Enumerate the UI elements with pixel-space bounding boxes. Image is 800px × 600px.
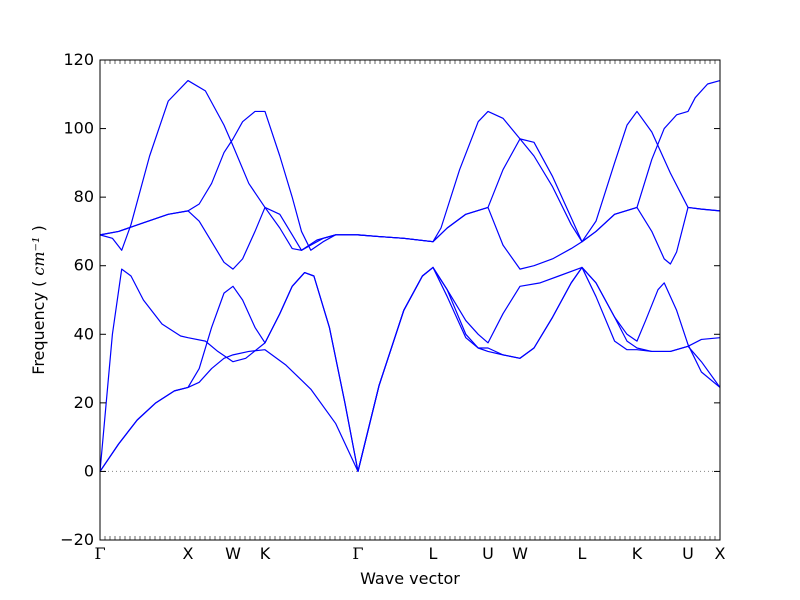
y-axis-label-text: Frequency: [29, 292, 48, 375]
plot-frame: [99, 59, 721, 541]
x-tick-label: X: [182, 544, 193, 563]
band-line-5: [99, 79, 721, 251]
y-tick-label: 120: [63, 50, 94, 69]
y-axis-label-unit: cm⁻¹: [29, 237, 48, 276]
x-axis-label: Wave vector: [360, 569, 460, 588]
band-line-3: [99, 266, 721, 473]
y-tick-labels: −20 0 20 40 60 80 100 120: [60, 50, 94, 549]
tick-marks: [99, 59, 721, 541]
plot-lines: [99, 79, 721, 473]
band-line-4: [99, 79, 721, 251]
y-tick-label: −20: [60, 530, 94, 549]
x-tick-label: K: [632, 544, 643, 563]
x-tick-label: K: [260, 544, 271, 563]
y-axis-label-open-paren: (: [29, 281, 48, 287]
x-tick-label: Γ: [352, 544, 363, 563]
y-tick-label: 100: [63, 119, 94, 138]
x-tick-label: X: [715, 544, 726, 563]
y-tick-label: 40: [74, 324, 94, 343]
x-tick-label: W: [225, 544, 241, 563]
y-axis-label: Frequency ( cm⁻¹ ): [29, 225, 48, 374]
y-tick-label: 80: [74, 187, 94, 206]
y-tick-label: 0: [84, 461, 94, 480]
x-tick-label: L: [578, 544, 587, 563]
x-tick-label: U: [682, 544, 694, 563]
x-tick-label: W: [512, 544, 528, 563]
y-tick-label: 20: [74, 393, 94, 412]
band-line-6: [99, 206, 721, 270]
x-tick-label: L: [429, 544, 438, 563]
x-tick-label: Γ: [94, 544, 105, 563]
y-tick-label: 60: [74, 256, 94, 275]
y-axis-label-close-paren: ): [29, 225, 48, 231]
x-tick-label: U: [482, 544, 494, 563]
